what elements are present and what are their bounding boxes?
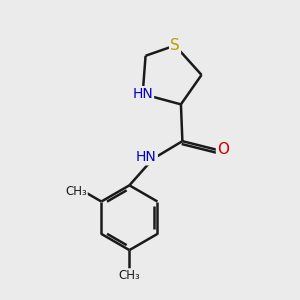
Text: HN: HN: [136, 150, 157, 164]
Text: CH₃: CH₃: [118, 269, 140, 282]
Text: HN: HN: [132, 87, 153, 101]
Text: O: O: [217, 142, 229, 157]
Text: S: S: [170, 38, 180, 53]
Text: CH₃: CH₃: [65, 185, 87, 198]
